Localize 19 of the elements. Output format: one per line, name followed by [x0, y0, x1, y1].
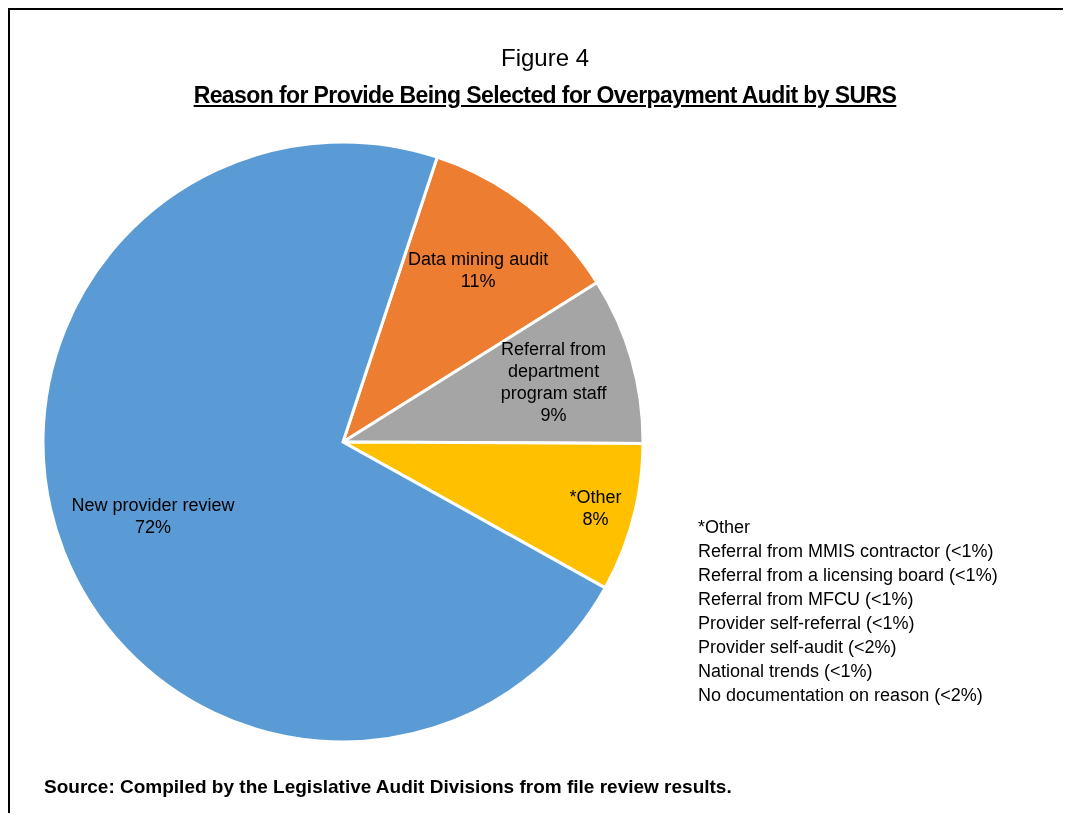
data-label: 9% — [540, 405, 567, 425]
text: Referral from MMIS contractor (<1%) — [698, 540, 995, 563]
data-label: 8% — [582, 509, 609, 530]
slice-label: Data mining audit — [408, 248, 549, 269]
slice-label: New provider review — [71, 495, 236, 516]
text: Provider self-referral (<1%) — [698, 612, 916, 635]
text: National trends (<1%) — [698, 660, 874, 683]
slice-label: Referral from department program staff — [500, 339, 608, 403]
text: Referral from MFCU (<1%) — [698, 588, 915, 611]
text: Provider self-audit (<2%) — [698, 636, 898, 659]
chart-subtitle: Reason for Provide Being Selected for Overpayment Audit by SURS — [192, 82, 898, 109]
chart-title: Figure 4 — [499, 44, 590, 72]
slice-label: *Other — [569, 487, 622, 508]
text: No documentation on reason (<2%) — [698, 684, 984, 707]
text: Referral from a licensing board (<1%) — [698, 564, 998, 587]
source-note: Source: Compiled by the Legislative Audit Divisions from file review results. — [44, 776, 732, 798]
data-label: 11% — [460, 270, 496, 291]
text: *Other — [698, 516, 752, 539]
data-label: 72% — [134, 517, 171, 538]
